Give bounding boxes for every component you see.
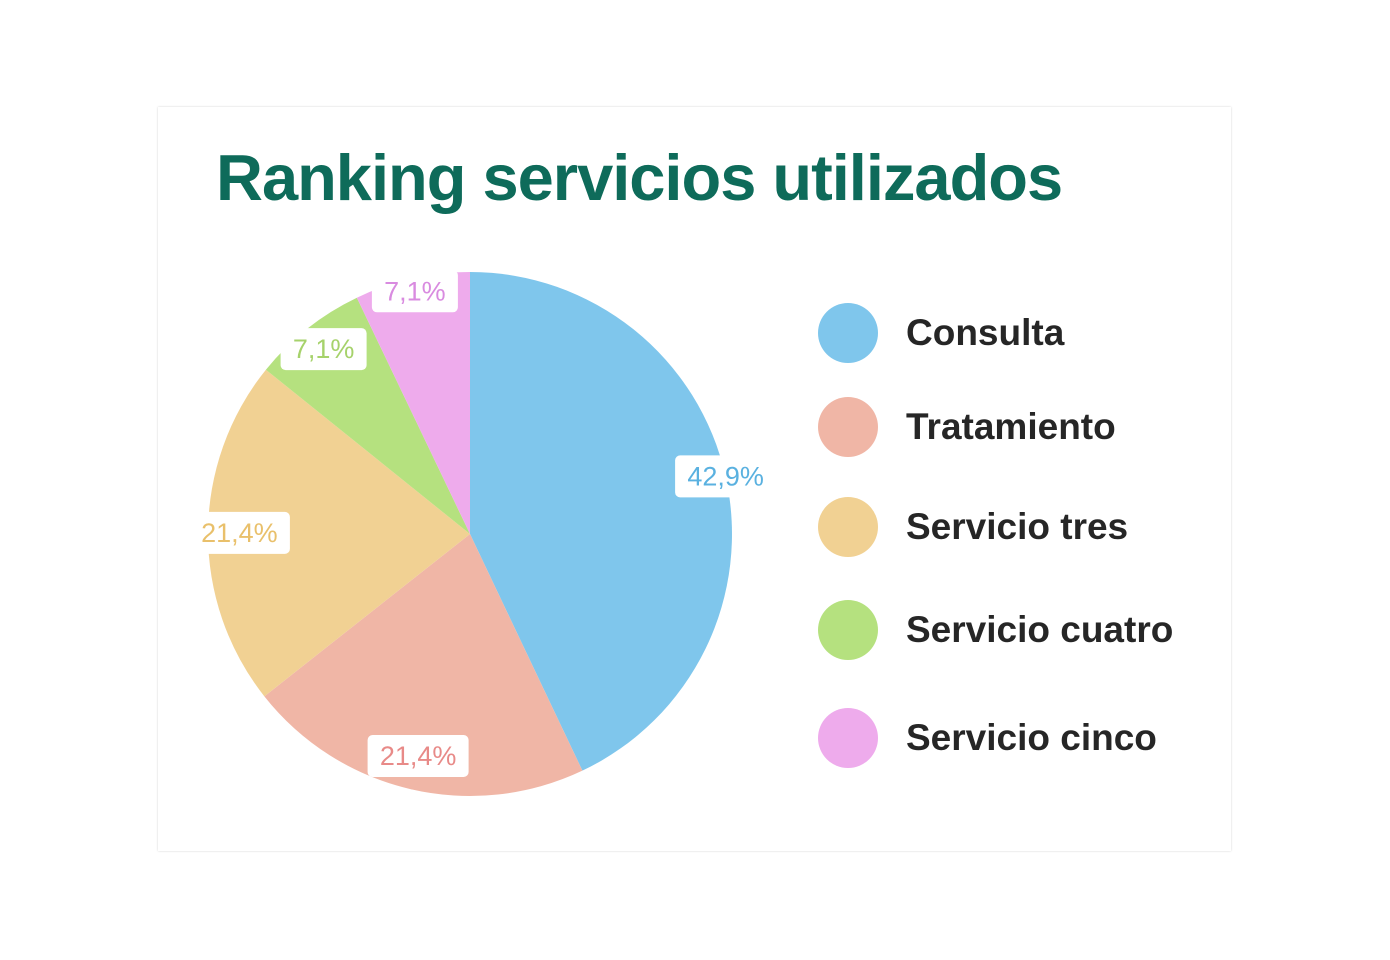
legend-item-servicio-cuatro: Servicio cuatro — [818, 599, 1173, 661]
legend-item-consulta: Consulta — [818, 302, 1064, 364]
legend-label-consulta: Consulta — [906, 312, 1065, 353]
legend-swatch-servicio-cuatro — [818, 600, 878, 660]
legend-label-tratamiento: Tratamiento — [906, 406, 1116, 447]
data-label-tratamiento: 21,4% — [380, 741, 457, 771]
chart-legend: Consulta Tratamiento Servicio tres Servi… — [818, 300, 1218, 780]
data-label-servicio-cuatro: 7,1% — [293, 334, 355, 364]
pie-slice-servicio-cinco — [356, 272, 470, 534]
legend-label-servicio-tres: Servicio tres — [906, 506, 1129, 547]
data-label-consulta: 42,9% — [687, 461, 764, 491]
legend-swatch-servicio-tres — [818, 497, 878, 557]
data-label-box-servicio-cuatro — [280, 328, 367, 371]
data-label-box-consulta — [675, 455, 777, 498]
legend-label-servicio-cinco: Servicio cinco — [906, 717, 1157, 758]
data-label-servicio-cinco: 7,1% — [384, 276, 446, 306]
legend-item-servicio-cinco: Servicio cinco — [818, 707, 1157, 769]
pie-slice-consulta — [470, 272, 732, 771]
data-label-box-tratamiento — [367, 735, 469, 777]
legend-swatch-servicio-cinco — [818, 708, 878, 768]
legend-item-tratamiento: Tratamiento — [818, 396, 1116, 458]
data-label-box-servicio-tres — [188, 511, 290, 554]
legend-swatch-tratamiento — [818, 397, 878, 457]
data-label-servicio-tres: 21,4% — [201, 518, 278, 548]
legend-swatch-consulta — [818, 303, 878, 363]
legend-label-servicio-cuatro: Servicio cuatro — [906, 609, 1174, 650]
pie-slice-servicio-tres — [208, 369, 470, 697]
pie-slice-tratamiento — [264, 534, 583, 796]
legend-item-servicio-tres: Servicio tres — [818, 496, 1128, 558]
chart-title: Ranking servicios utilizados — [216, 141, 1063, 214]
data-label-box-servicio-cinco — [371, 270, 458, 313]
